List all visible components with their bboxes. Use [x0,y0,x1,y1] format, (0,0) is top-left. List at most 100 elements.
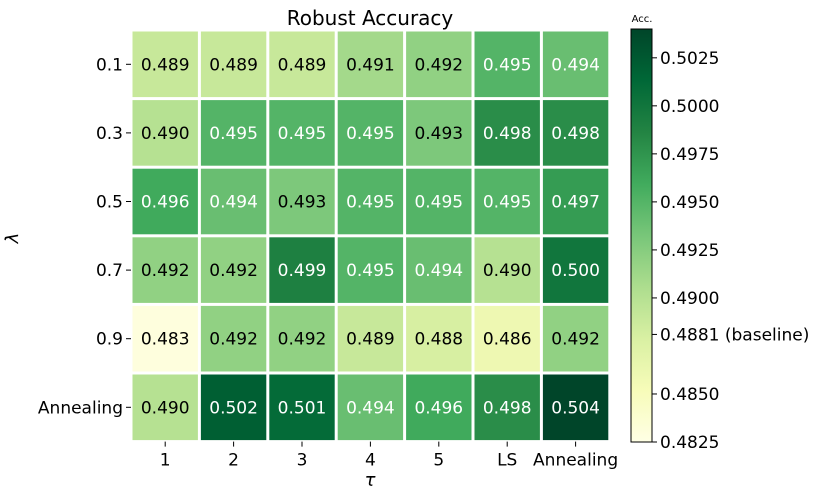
y-axis-ticks: 0.1 0.3 0.5 0.7 0.9 Annealing [38,55,131,418]
colorbar-tick-label: 0.4825 [660,433,719,453]
heatmap-cell [200,237,267,303]
x-axis-ticks: 1 2 3 4 5 LS Annealing [160,441,618,471]
y-tick-label: 0.5 [96,193,123,213]
cell-value-label: 0.483 [141,330,190,350]
cell-value-label: 0.498 [483,398,532,418]
heatmap-cell [542,168,609,235]
heatmap-cell [200,305,267,372]
heatmap-cell [269,237,335,303]
heatmap-cell [200,374,267,441]
x-tick-label: 2 [228,451,239,471]
cell-value-label: 0.495 [346,261,395,281]
cell-value-label: 0.501 [278,398,327,418]
colorbar [630,28,653,443]
cell-value-label: 0.499 [278,261,327,281]
x-tick-label: Annealing [533,451,618,471]
cell-value-label: 0.495 [483,55,532,75]
cell-value-label: 0.502 [209,398,258,418]
heatmap-cell [337,374,404,441]
cell-value-label: 0.490 [141,124,190,144]
heatmap-cell [269,100,335,166]
cell-value-label: 0.495 [483,193,532,213]
heatmap-cell [337,237,404,303]
heatmap-cell [269,31,335,98]
y-tick-label: 0.3 [96,124,123,144]
y-tick-label: Annealing [38,398,123,418]
cell-value-label: 0.494 [346,398,395,418]
colorbar-tick-label: 0.5000 [660,97,719,117]
cell-value-label: 0.504 [551,398,600,418]
heatmap-cell [132,100,198,166]
cell-value-label: 0.493 [278,193,327,213]
heatmap-cell [474,168,540,235]
heatmap-cell [200,100,267,166]
y-tick-label: 0.1 [96,55,123,75]
colorbar-tick-label: 0.4881 (baseline) [660,325,809,345]
cell-value-label: 0.492 [551,330,600,350]
y-axis-label: λ [2,233,23,245]
cell-value-label: 0.492 [209,330,258,350]
heatmap-cell [132,168,198,235]
heatmap-cells: 0.489 0.489 0.489 0.491 0.492 0.495 0.494 0.490… [132,31,609,441]
cell-value-label: 0.496 [414,398,463,418]
cell-value-label: 0.494 [551,55,600,75]
cell-value-label: 0.489 [141,55,190,75]
x-tick-label: LS [497,451,517,471]
cell-value-label: 0.492 [278,330,327,350]
heatmap-cell [474,305,540,372]
y-tick-label: 0.9 [96,330,123,350]
cell-value-label: 0.495 [414,193,463,213]
cell-value-label: 0.494 [414,261,463,281]
heatmap-cell [406,31,472,98]
heatmap-cell [474,237,540,303]
cell-value-label: 0.489 [278,55,327,75]
cell-value-label: 0.497 [551,193,600,213]
heatmap-cell [542,31,609,98]
cell-value-label: 0.495 [209,124,258,144]
heatmap-cell [200,31,267,98]
heatmap-cell [406,305,472,372]
cell-value-label: 0.491 [346,55,395,75]
heatmap-cell [406,237,472,303]
cell-value-label: 0.498 [483,124,532,144]
cell-value-label: 0.492 [414,55,463,75]
heatmap-cell [337,31,404,98]
heatmap-cell [474,374,540,441]
heatmap-cell [474,31,540,98]
heatmap-cell [200,168,267,235]
heatmap-cell [406,374,472,441]
heatmap-cell [542,374,609,441]
cell-value-label: 0.489 [209,55,258,75]
colorbar-tick-label: 0.4925 [660,241,719,261]
cell-value-label: 0.489 [346,330,395,350]
cell-value-label: 0.495 [278,124,327,144]
cell-value-label: 0.498 [551,124,600,144]
heatmap-cell [132,305,198,372]
cell-value-label: 0.495 [346,124,395,144]
colorbar-tick-label: 0.4900 [660,289,719,309]
cell-value-label: 0.488 [414,330,463,350]
x-tick-label: 4 [365,451,376,471]
cell-value-label: 0.493 [414,124,463,144]
colorbar-tick-label: 0.5025 [660,49,719,69]
heatmap-cell [132,31,198,98]
colorbar-ticks: 0.4825 0.4850 0.4881 (baseline) 0.4900 0.492… [652,49,809,453]
x-tick-label: 1 [160,451,171,471]
colorbar-tick-label: 0.4950 [660,193,719,213]
cell-value-label: 0.495 [346,193,395,213]
cell-value-label: 0.496 [141,193,190,213]
colorbar-tick-label: 0.4975 [660,145,719,165]
x-axis-label: τ [365,470,376,491]
colorbar-title: Acc. [632,14,653,25]
heatmap-cell [542,237,609,303]
colorbar-tick-label: 0.4850 [660,385,719,405]
heatmap-cell [269,168,335,235]
heatmap-cell [406,100,472,166]
heatmap-cell [132,374,198,441]
heatmap-cell [269,305,335,372]
x-tick-label: 3 [297,451,308,471]
heatmap-cell [406,168,472,235]
cell-value-label: 0.492 [209,261,258,281]
heatmap-cell [542,100,609,166]
